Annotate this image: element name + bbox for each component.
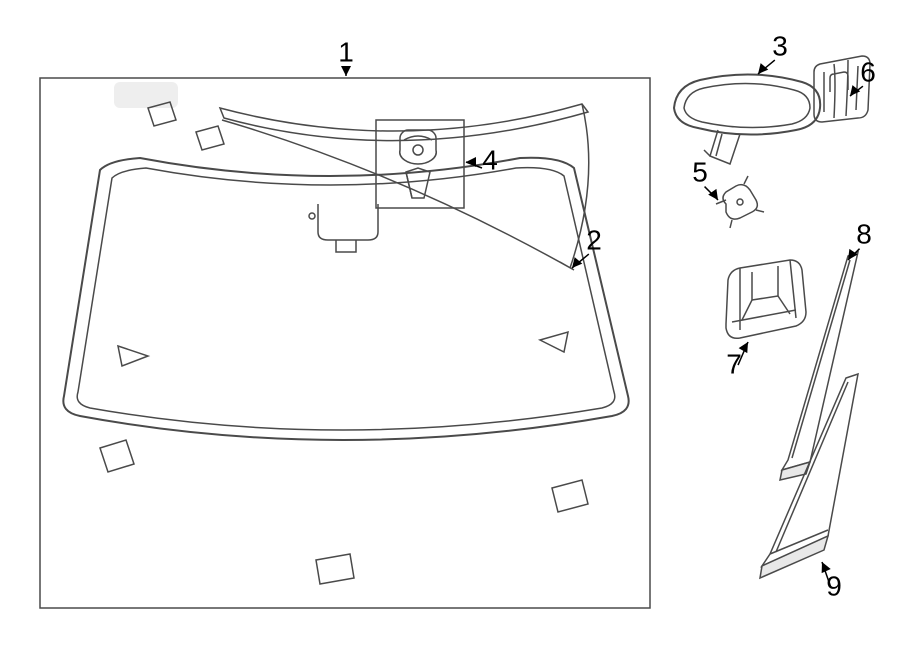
callout-label-8: 8 — [856, 218, 872, 249]
callout-label-5: 5 — [692, 156, 708, 187]
pillar-molding-wide — [760, 374, 858, 578]
callout-arrow-6 — [850, 85, 860, 96]
callout-label-1: 1 — [338, 36, 354, 67]
parts-diagram: 1 2 3 4 5 6 7 8 9 — [0, 0, 900, 662]
windshield-frame — [40, 78, 650, 608]
callout-arrow-5 — [708, 189, 718, 200]
callout-label-3: 3 — [772, 30, 788, 61]
callout-label-6: 6 — [860, 56, 876, 87]
callout-label-4: 4 — [482, 144, 498, 175]
vehicle-badge — [114, 82, 178, 108]
callout-label-2: 2 — [586, 224, 602, 255]
mount-button — [716, 176, 764, 228]
pillar-molding-narrow — [780, 252, 858, 480]
rearview-mirror — [674, 74, 820, 164]
lower-cover — [726, 260, 806, 338]
callout-arrow-3 — [758, 63, 768, 74]
callout-label-9: 9 — [826, 570, 842, 601]
upper-molding — [220, 104, 589, 270]
windshield-assembly — [63, 158, 628, 440]
callout-arrow-1 — [341, 66, 351, 76]
callout-label-7: 7 — [726, 348, 742, 379]
windshield-clips — [100, 102, 588, 584]
